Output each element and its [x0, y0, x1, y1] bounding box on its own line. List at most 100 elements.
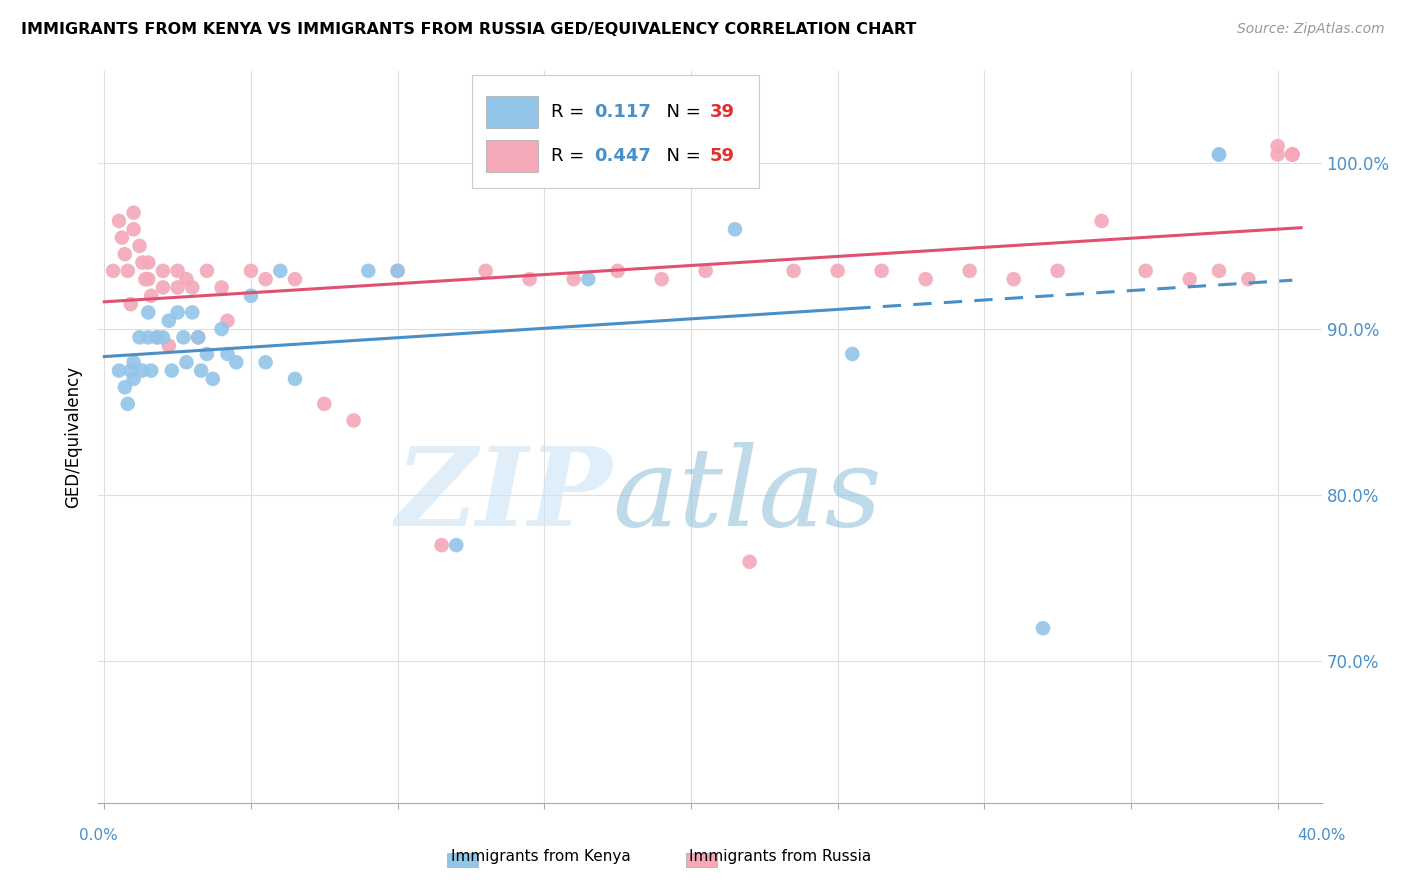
Point — [211, 280, 233, 294]
Point — [1032, 621, 1054, 635]
Point — [136, 272, 159, 286]
Point — [134, 272, 156, 286]
Point — [131, 363, 153, 377]
Point — [157, 314, 180, 328]
Text: Immigrants from Russia: Immigrants from Russia — [689, 849, 872, 863]
Point — [870, 264, 893, 278]
Point — [117, 397, 139, 411]
Point — [122, 372, 145, 386]
Point — [1178, 272, 1201, 286]
Y-axis label: GED/Equivalency: GED/Equivalency — [65, 366, 83, 508]
Text: R =: R = — [551, 147, 591, 165]
Point — [1281, 147, 1303, 161]
Point — [1281, 147, 1303, 161]
Point — [114, 247, 136, 261]
Point — [146, 330, 169, 344]
Point — [166, 264, 188, 278]
Point — [122, 355, 145, 369]
Text: 40.0%: 40.0% — [1298, 828, 1346, 843]
Point — [357, 264, 380, 278]
Point — [1046, 264, 1069, 278]
Point — [606, 264, 628, 278]
Point — [430, 538, 453, 552]
FancyBboxPatch shape — [486, 140, 537, 172]
Text: ZIP: ZIP — [395, 442, 612, 549]
Point — [120, 297, 142, 311]
Point — [157, 338, 180, 352]
Point — [166, 305, 188, 319]
Point — [117, 264, 139, 278]
Text: N =: N = — [655, 147, 706, 165]
Point — [108, 214, 131, 228]
Point — [446, 538, 468, 552]
Point — [111, 230, 134, 244]
Point — [1267, 139, 1289, 153]
Point — [217, 347, 239, 361]
Point — [1208, 264, 1230, 278]
Point — [1281, 147, 1303, 161]
Point — [120, 363, 142, 377]
Point — [651, 272, 673, 286]
Point — [914, 272, 936, 286]
Point — [136, 330, 159, 344]
Point — [187, 330, 209, 344]
Point — [562, 272, 585, 286]
Point — [239, 289, 262, 303]
Point — [152, 264, 174, 278]
FancyBboxPatch shape — [486, 96, 537, 128]
Point — [959, 264, 981, 278]
Point — [211, 322, 233, 336]
Point — [128, 239, 150, 253]
Point — [269, 264, 291, 278]
Point — [128, 330, 150, 344]
Point — [108, 363, 131, 377]
Point — [146, 330, 169, 344]
Point — [474, 264, 496, 278]
Point — [181, 305, 204, 319]
Point — [195, 347, 218, 361]
Point — [1135, 264, 1157, 278]
Point — [738, 555, 761, 569]
Point — [225, 355, 247, 369]
Point — [284, 372, 307, 386]
Bar — [447, 853, 478, 867]
Point — [695, 264, 717, 278]
Text: 59: 59 — [710, 147, 735, 165]
Text: atlas: atlas — [612, 442, 882, 549]
Text: N =: N = — [655, 103, 706, 121]
Point — [152, 280, 174, 294]
Point — [284, 272, 307, 286]
Point — [166, 280, 188, 294]
Point — [576, 272, 599, 286]
Point — [176, 272, 198, 286]
Point — [141, 363, 163, 377]
Text: Source: ZipAtlas.com: Source: ZipAtlas.com — [1237, 22, 1385, 37]
Text: 0.117: 0.117 — [593, 103, 651, 121]
Point — [239, 264, 262, 278]
Text: 0.0%: 0.0% — [79, 828, 118, 843]
Point — [387, 264, 409, 278]
Point — [217, 314, 239, 328]
Point — [1002, 272, 1025, 286]
Point — [1091, 214, 1114, 228]
Point — [122, 205, 145, 219]
Point — [343, 413, 366, 427]
Point — [114, 380, 136, 394]
Point — [1237, 272, 1260, 286]
Point — [314, 397, 336, 411]
Point — [131, 255, 153, 269]
Point — [136, 305, 159, 319]
Point — [160, 363, 183, 377]
Point — [1281, 147, 1303, 161]
Point — [841, 347, 863, 361]
Text: 0.447: 0.447 — [593, 147, 651, 165]
Point — [827, 264, 849, 278]
Point — [724, 222, 747, 236]
Point — [195, 264, 218, 278]
Point — [387, 264, 409, 278]
Point — [173, 330, 195, 344]
Point — [519, 272, 541, 286]
Point — [1208, 147, 1230, 161]
Point — [1267, 147, 1289, 161]
Text: IMMIGRANTS FROM KENYA VS IMMIGRANTS FROM RUSSIA GED/EQUIVALENCY CORRELATION CHAR: IMMIGRANTS FROM KENYA VS IMMIGRANTS FROM… — [21, 22, 917, 37]
